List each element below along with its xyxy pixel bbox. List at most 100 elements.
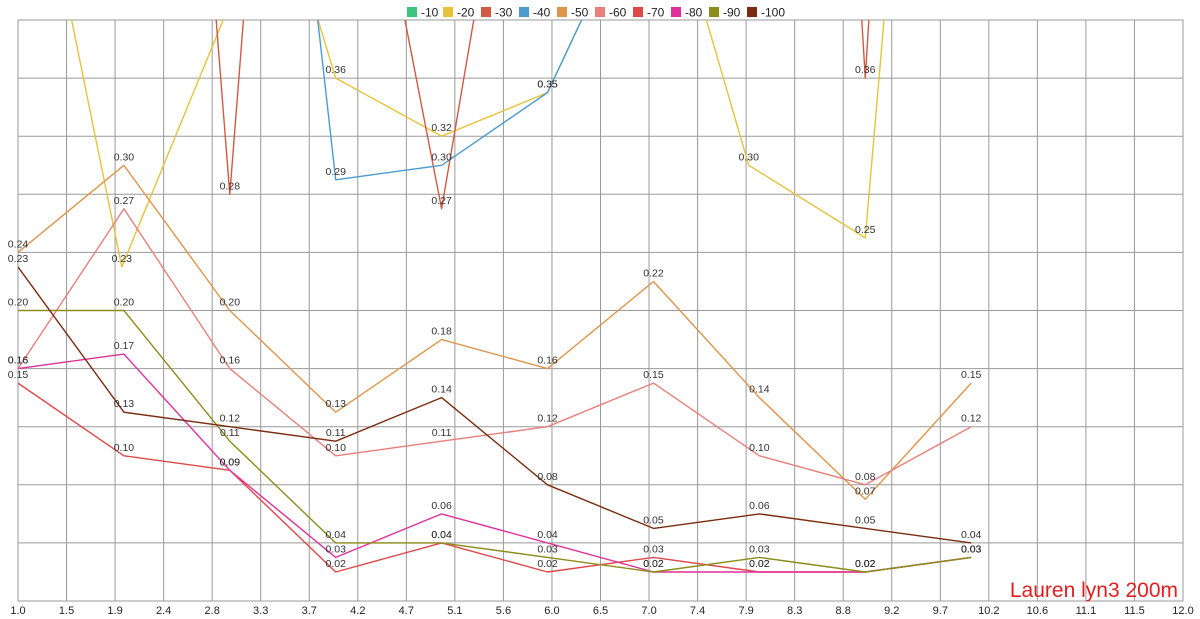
data-label: 0.04 (326, 529, 347, 541)
legend-item--90[interactable]: -90 (709, 6, 741, 20)
legend-label: -10 (421, 6, 439, 20)
x-tick-label: 6.0 (544, 605, 559, 617)
data-label: 0.06 (749, 500, 770, 512)
data-label: 0.02 (749, 558, 770, 570)
series-line--100 (18, 266, 972, 544)
data-label: 0.35 (537, 79, 558, 91)
legend-label: -20 (457, 6, 475, 20)
data-label: 0.15 (961, 369, 982, 381)
data-label: 0.04 (961, 529, 982, 541)
series-line--90 (18, 309, 972, 573)
legend: -10 -20 -30 -40 -50 -60 -70 -80 -90 -100 (407, 6, 785, 20)
data-label: 0.04 (537, 529, 558, 541)
data-label: 0.20 (114, 297, 135, 309)
data-label: 0.27 (431, 195, 452, 207)
data-label: 0.03 (537, 543, 558, 555)
legend-item--30[interactable]: -30 (481, 6, 513, 20)
data-label: 0.04 (431, 529, 452, 541)
data-label: 0.30 (431, 151, 452, 163)
x-tick-label: 11.1 (1076, 605, 1097, 617)
data-label: 0.12 (220, 413, 241, 425)
x-tick-label: 8.3 (787, 605, 802, 617)
series-line--50 (18, 164, 972, 500)
x-tick-label: 4.2 (350, 605, 365, 617)
data-label: 0.02 (855, 558, 876, 570)
data-label: 0.36 (326, 64, 347, 76)
data-label: 0.16 (8, 355, 29, 367)
x-tick-label: 1.9 (107, 605, 122, 617)
data-label: 0.25 (855, 224, 876, 236)
legend-item--40[interactable]: -40 (519, 6, 551, 20)
legend-item--20[interactable]: -20 (443, 6, 475, 20)
grid (17, 19, 1184, 602)
x-tick-label: 5.1 (447, 605, 462, 617)
data-label: 0.30 (739, 151, 760, 163)
data-label: 0.23 (8, 253, 29, 265)
series-line--70 (18, 382, 972, 573)
data-label: 0.02 (749, 558, 770, 570)
data-label: 0.09 (220, 456, 241, 468)
x-tick-label: 5.6 (496, 605, 511, 617)
data-label: 0.22 (643, 267, 664, 279)
legend-label: -80 (685, 6, 703, 20)
legend-label: -50 (571, 6, 589, 20)
legend-swatch (595, 7, 605, 17)
data-label-layer: 0.23 0.36 0.32 0.35 0.30 0.25 0.28 0.27 0.36 0.29… (8, 64, 982, 570)
data-label: 0.16 (8, 355, 29, 367)
data-label: 0.15 (8, 369, 29, 381)
data-label: 0.17 (114, 340, 135, 352)
data-label: 0.03 (643, 543, 664, 555)
data-label: 0.32 (431, 122, 452, 134)
data-label: 0.11 (432, 427, 452, 439)
data-label: 0.28 (220, 180, 241, 192)
legend-swatch (747, 7, 757, 17)
data-label: 0.03 (961, 543, 982, 555)
series-line--80 (18, 353, 972, 573)
x-tick-label: 3.3 (253, 605, 268, 617)
data-label: 0.03 (326, 543, 347, 555)
legend-label: -90 (723, 6, 741, 20)
x-tick-label: 11.5 (1124, 605, 1145, 617)
legend-item--80[interactable]: -80 (671, 6, 703, 20)
legend-swatch (519, 7, 529, 17)
x-tick-label: 10.6 (1027, 605, 1048, 617)
x-tick-label: 7.4 (690, 605, 705, 617)
data-label: 0.20 (220, 297, 241, 309)
data-label: 0.24 (8, 238, 29, 250)
x-tick-label: 1.5 (59, 605, 74, 617)
data-label: 0.23 (112, 253, 133, 265)
series-line--40 (317, 20, 583, 181)
x-tick-label: 2.4 (156, 605, 171, 617)
legend-item--70[interactable]: -70 (633, 6, 665, 20)
legend-label: -70 (647, 6, 665, 20)
x-tick-label: 6.5 (593, 605, 608, 617)
x-tick-label: 7.9 (738, 605, 753, 617)
x-tick-label: 3.7 (302, 605, 317, 617)
data-label: 0.02 (643, 558, 664, 570)
data-label: 0.03 (961, 543, 982, 555)
data-label: 0.03 (961, 543, 982, 555)
data-label: 0.16 (537, 355, 558, 367)
legend-item--50[interactable]: -50 (557, 6, 589, 20)
data-label: 0.35 (537, 79, 558, 91)
series-layer (18, 20, 972, 573)
data-label: 0.08 (855, 471, 876, 483)
legend-swatch (557, 7, 567, 17)
data-label: 0.09 (220, 456, 241, 468)
legend-swatch (671, 7, 681, 17)
data-label: 0.29 (326, 166, 347, 178)
x-axis: 1.0 1.5 1.9 2.4 2.8 3.3 3.7 4.2 4.7 5.1 5.6 6.0 6.5 7… (10, 605, 1193, 617)
data-label: 0.20 (8, 297, 29, 309)
data-label: 0.10 (749, 442, 770, 454)
data-label: 0.11 (326, 427, 346, 439)
legend-swatch (481, 7, 491, 17)
legend-item--100[interactable]: -100 (747, 6, 785, 20)
legend-label: -60 (609, 6, 627, 20)
legend-item--10[interactable]: -10 (407, 6, 439, 20)
data-label: 0.12 (961, 413, 982, 425)
legend-item--60[interactable]: -60 (595, 6, 627, 20)
x-tick-label: 4.7 (399, 605, 414, 617)
legend-label: -100 (761, 6, 785, 20)
legend-swatch (407, 7, 417, 17)
